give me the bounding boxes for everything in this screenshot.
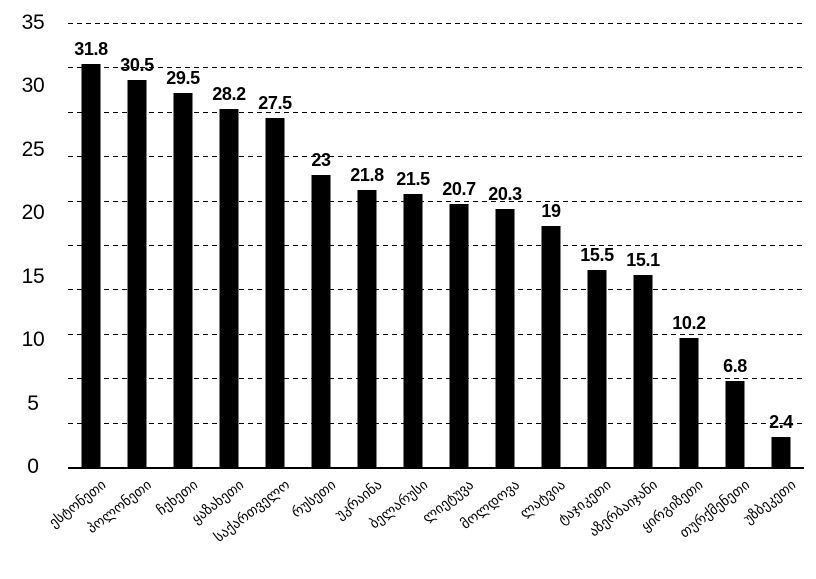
y-tick-label: 0 [27, 455, 39, 478]
gridline [68, 333, 804, 335]
y-tick-label: 20 [21, 201, 45, 225]
bars-row: 31.8 30.5 29.5 28.2 27.5 23 21.8 21.5 20.7 20.3 19… [68, 23, 804, 467]
bar [679, 337, 699, 467]
gridline [68, 289, 804, 291]
bar [173, 92, 193, 467]
y-tick-label: 15 [21, 264, 45, 288]
bar [449, 204, 469, 467]
x-tick-label: რუსეთი [288, 477, 339, 522]
bar-slot: 19 [528, 23, 574, 467]
y-tick-label: 30 [21, 74, 45, 98]
bar-slot: 20.3 [482, 23, 528, 467]
bar-slot: 10.2 [666, 23, 712, 467]
bar-value-label: 23 [311, 150, 331, 171]
y-axis: 0 5 10 15 20 25 30 35 [0, 11, 62, 478]
bar [403, 194, 423, 467]
bar-value-label: 30.5 [120, 55, 154, 76]
bar-value-label: 29.5 [166, 67, 200, 88]
y-tick-label: 35 [21, 11, 45, 34]
bar-slot: 23 [298, 23, 344, 467]
bar [81, 63, 101, 467]
bar-slot: 20.7 [436, 23, 482, 467]
gridline [68, 111, 804, 113]
bar-slot: 21.8 [344, 23, 390, 467]
y-tick-label: 10 [21, 328, 45, 352]
bar [357, 190, 377, 467]
gridline [68, 245, 804, 246]
bar-slot: 27.5 [252, 23, 298, 467]
plot-area: 31.8 30.5 29.5 28.2 27.5 23 21.8 21.5 20.7 20.3 19… [68, 23, 804, 469]
y-tick-label: 5 [27, 391, 39, 415]
bar-slot: 31.8 [68, 23, 114, 467]
bar-value-label: 15.1 [626, 250, 660, 271]
bar-value-label: 10.2 [672, 312, 706, 333]
gridline [68, 23, 804, 24]
bar [127, 80, 147, 467]
bar [771, 436, 791, 467]
bar-value-label: 19 [541, 200, 561, 221]
bar [587, 270, 607, 467]
bar-slot: 28.2 [206, 23, 252, 467]
bar-slot: 6.8 [712, 23, 758, 467]
bar-slot: 15.5 [574, 23, 620, 467]
gridline [68, 156, 804, 158]
bar-value-label: 20.3 [488, 184, 522, 205]
gridline [68, 422, 804, 424]
gridline [68, 200, 804, 202]
bar-slot: 15.1 [620, 23, 666, 467]
bar-value-label: 21.8 [350, 165, 384, 186]
bar [541, 225, 561, 467]
bar-value-label: 15.5 [580, 245, 614, 266]
bar-value-label: 28.2 [212, 84, 246, 105]
bar-value-label: 6.8 [723, 355, 747, 376]
bar [725, 380, 745, 467]
bar-value-label: 27.5 [258, 93, 292, 114]
gridline [68, 67, 804, 69]
bar [219, 109, 239, 467]
bar-value-label: 20.7 [442, 179, 476, 200]
bar [495, 209, 515, 467]
bar [633, 275, 653, 467]
bar-value-label: 31.8 [74, 38, 108, 59]
bar-slot: 2.4 [758, 23, 804, 467]
bar [311, 175, 331, 467]
bar-value-label: 2.4 [769, 411, 793, 432]
y-tick-label: 25 [21, 137, 45, 161]
x-axis: ესტონეთი პოლონეთი ჩეხეთი ყაზახეთი საქართველო… [46, 469, 804, 579]
gridline [68, 378, 804, 380]
bar-slot: 30.5 [114, 23, 160, 467]
bar [265, 118, 285, 467]
bar-slot: 21.5 [390, 23, 436, 467]
bar-value-label: 21.5 [396, 169, 430, 190]
bar-slot: 29.5 [160, 23, 206, 467]
